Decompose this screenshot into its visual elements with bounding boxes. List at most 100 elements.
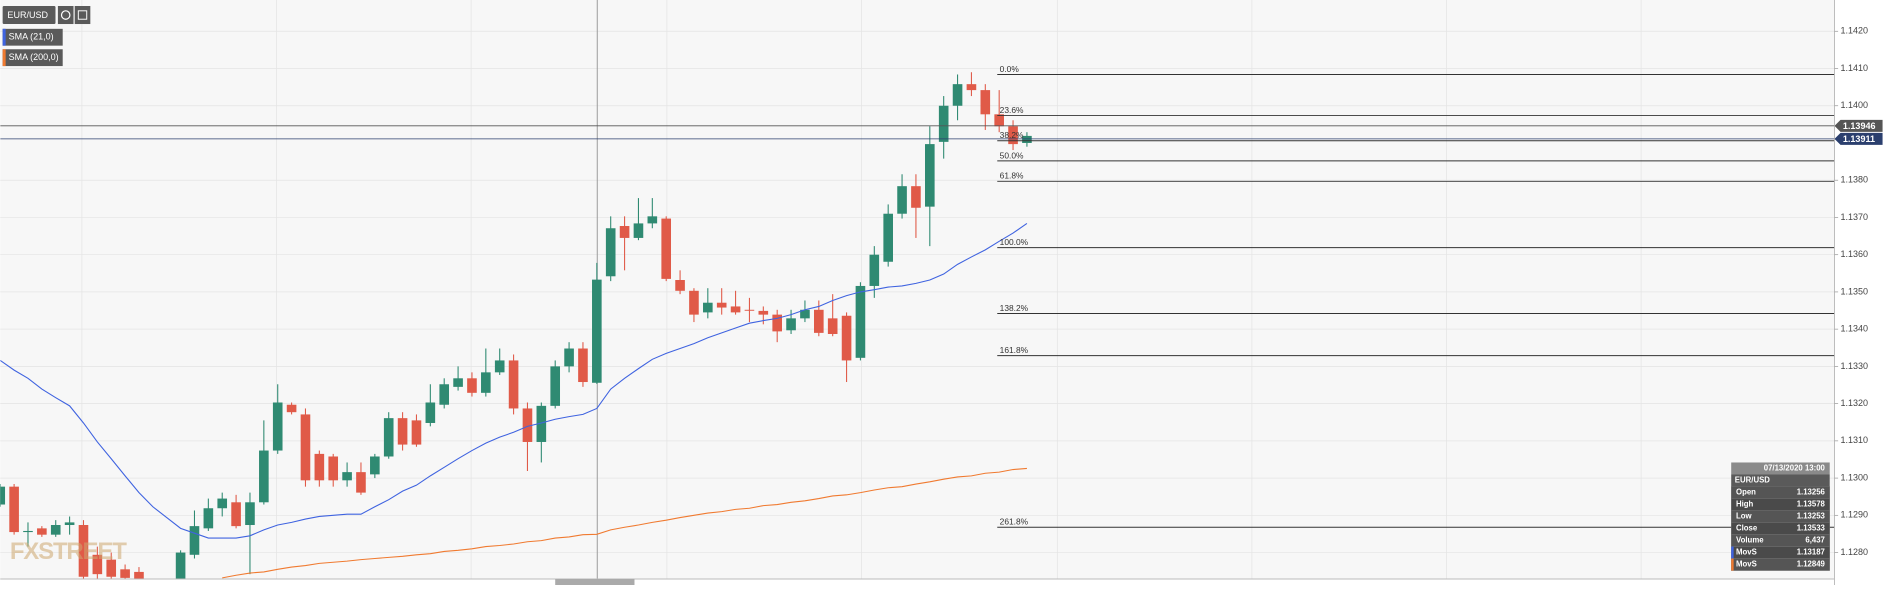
candle-body — [245, 502, 255, 526]
data-window-marker — [1731, 546, 1734, 559]
data-window-label: Open — [1736, 488, 1756, 497]
y-tick-label: 1.1420 — [1841, 26, 1869, 36]
candle-body — [786, 318, 796, 331]
y-tick-label: 1.1290 — [1841, 510, 1869, 520]
candle-body — [703, 302, 713, 313]
data-window-label: Volume — [1736, 536, 1764, 545]
candle-body — [481, 372, 491, 393]
candle-body — [439, 384, 450, 405]
candle-body — [758, 310, 769, 315]
data-window-value: 1.12849 — [1797, 560, 1826, 569]
data-window-label: MovS — [1736, 548, 1757, 557]
calendar-button[interactable] — [74, 6, 91, 25]
candle-body — [106, 559, 117, 577]
candle-body — [980, 90, 991, 115]
plot-background — [0, 0, 1834, 579]
fib-label: 100.0% — [1000, 237, 1029, 247]
crosshair-time-box — [555, 578, 635, 585]
y-tick-label: 1.1280 — [1841, 547, 1869, 557]
data-window-value: 1.13578 — [1797, 500, 1826, 509]
y-tick-label: 1.1410 — [1841, 63, 1869, 73]
candle-body — [675, 280, 685, 291]
data-window-label: High — [1736, 500, 1754, 509]
y-axis: 1.1280 1.1290 1.1300 1.1310 1.1320 1.1330 1.13… — [1834, 26, 1883, 557]
candle-body — [50, 525, 61, 535]
candle-body — [23, 530, 33, 533]
candle-body — [314, 453, 325, 481]
candle-body — [370, 456, 380, 475]
candle-body — [827, 318, 838, 334]
candle-body — [647, 216, 658, 224]
refresh-icon — [60, 10, 71, 20]
fib-label: 50.0% — [1000, 150, 1024, 160]
fib-label: 0.0% — [1000, 64, 1020, 74]
candle-body — [1022, 135, 1032, 143]
legend-box — [2, 28, 63, 46]
refresh-button[interactable] — [57, 6, 74, 25]
candle-body — [772, 314, 782, 332]
data-window-label: Low — [1736, 512, 1753, 521]
candle-body — [911, 186, 921, 208]
candle-body — [92, 554, 103, 575]
fib-label: 161.8% — [1000, 345, 1029, 355]
candle-body — [578, 348, 588, 383]
candle-body — [925, 144, 935, 207]
candle-body — [619, 226, 630, 238]
legend: EUR/USD SMA (21,0) SMA (200,0) — [2, 6, 91, 67]
data-window-header — [1731, 462, 1830, 475]
candle-body — [536, 405, 547, 442]
candle-body — [744, 309, 755, 311]
y-tick-label: 1.1360 — [1841, 249, 1869, 259]
candle-body — [175, 552, 186, 579]
fib-label: 38.2% — [1000, 130, 1024, 140]
data-window-label: Close — [1736, 524, 1758, 533]
candle-body — [78, 525, 89, 577]
candle-body — [605, 228, 616, 277]
candle-body — [203, 508, 214, 529]
candle-body — [938, 105, 949, 142]
fib-label: 261.8% — [1000, 517, 1029, 527]
candle-body — [689, 290, 699, 315]
price-tag — [1834, 119, 1883, 132]
candle-body — [189, 526, 200, 555]
candle-body — [494, 360, 505, 373]
candle-body — [453, 378, 463, 387]
data-window-title: 07/13/2020 13:00 — [1764, 464, 1826, 473]
legend-swatch — [2, 28, 6, 46]
candle-body — [814, 309, 824, 333]
y-tick-label: 1.1350 — [1841, 286, 1869, 296]
candle-body — [966, 84, 977, 91]
data-window-value: 1.13256 — [1797, 488, 1826, 497]
y-tick-label: 1.1310 — [1841, 435, 1869, 445]
candle-body — [633, 223, 644, 238]
y-tick-label: 1.1380 — [1841, 175, 1869, 185]
candle-body — [286, 404, 297, 413]
candle-body — [467, 378, 477, 393]
data-window-value: 1.13533 — [1797, 524, 1826, 533]
symbol: EUR/USD — [7, 10, 48, 20]
data-window-value: 6,437 — [1805, 536, 1825, 545]
candle-body — [661, 218, 672, 279]
fib-label: 23.6% — [1000, 105, 1024, 115]
legend-box — [2, 49, 63, 67]
y-tick-label: 1.1340 — [1841, 324, 1869, 334]
y-tick-label: 1.1320 — [1841, 398, 1869, 408]
candle-body — [994, 114, 1004, 127]
data-window: 07/13/2020 13:00 EUR/USD Open 1.13256 High 1.… — [1731, 462, 1830, 571]
marks — [0, 72, 1835, 579]
candle-body — [855, 285, 866, 358]
candle-body — [564, 348, 574, 367]
candle-body — [550, 366, 561, 406]
price-tag — [1834, 132, 1883, 145]
y-tick-label: 1.1300 — [1841, 472, 1869, 482]
data-window-label: MovS — [1736, 560, 1757, 569]
price-tag-label: 1.13911 — [1843, 134, 1875, 144]
legend-label: SMA (200,0) — [9, 52, 59, 62]
candle-body — [64, 522, 75, 526]
candle-body — [883, 213, 893, 262]
candle-body — [120, 569, 130, 578]
candle-body — [897, 186, 907, 214]
candle-body — [411, 420, 422, 445]
candle-body — [1008, 126, 1018, 145]
candle-body — [592, 279, 602, 383]
